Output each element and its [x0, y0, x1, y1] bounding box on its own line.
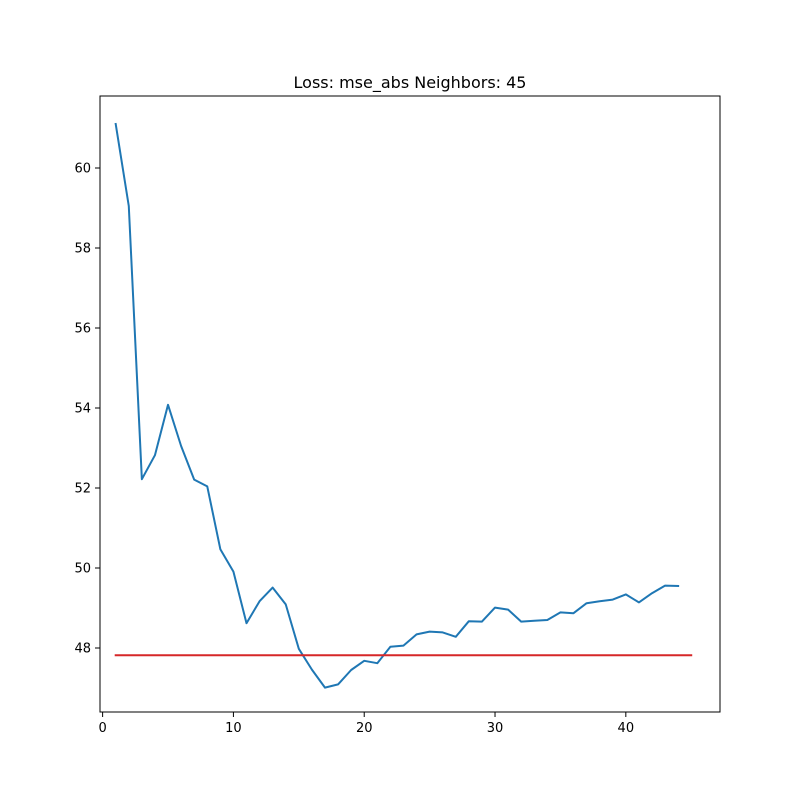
- y-tick-label: 48: [74, 642, 91, 657]
- y-tick-label: 56: [74, 322, 91, 337]
- chart-title: Loss: mse_abs Neighbors: 45: [294, 73, 527, 93]
- y-tick-label: 50: [74, 562, 91, 577]
- y-tick-label: 54: [74, 402, 91, 417]
- x-tick-label: 30: [487, 721, 504, 736]
- x-axis: 0 10 20 30 40: [98, 712, 634, 736]
- x-tick-label: 40: [618, 721, 635, 736]
- x-tick-label: 0: [98, 721, 106, 736]
- y-tick-label: 58: [74, 242, 91, 257]
- x-tick-label: 10: [225, 721, 242, 736]
- plot-area-frame: [99, 95, 721, 713]
- series-layer: [114, 122, 693, 689]
- y-tick-label: 60: [74, 162, 91, 177]
- x-tick-label: 20: [356, 721, 373, 736]
- y-axis: 48 50 52 54 56 58 60: [74, 162, 100, 657]
- series-line-1: [114, 122, 680, 689]
- y-tick-label: 52: [74, 482, 91, 497]
